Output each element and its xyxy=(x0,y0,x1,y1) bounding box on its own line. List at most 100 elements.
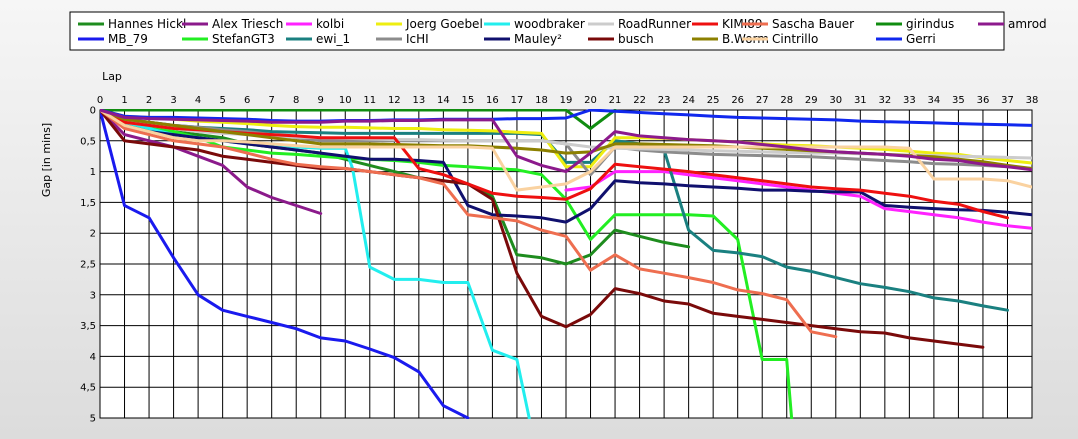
series-line-2 xyxy=(100,109,323,215)
x-tick-label: 24 xyxy=(682,95,695,106)
series-line-1 xyxy=(100,109,470,419)
x-tick-label: 19 xyxy=(560,95,573,106)
x-tick-label: 37 xyxy=(1001,95,1014,106)
x-tick-label: 32 xyxy=(878,95,891,106)
legend-label: woodbraker xyxy=(514,17,585,31)
x-tick-label: 2 xyxy=(146,95,152,106)
grid xyxy=(99,109,1033,419)
y-tick-label: 3,5 xyxy=(80,321,96,332)
legend-label: ewi_1 xyxy=(316,32,350,46)
x-tick-label: 25 xyxy=(707,95,720,106)
x-tick-label: 0 xyxy=(97,95,103,106)
legend-label: Joerg Goebel xyxy=(405,17,483,31)
legend-item-5: ewi_1 xyxy=(286,32,350,46)
y-tick-label: 2 xyxy=(90,229,96,240)
x-tick-label: 1 xyxy=(121,95,127,106)
x-tick-label: 10 xyxy=(339,95,352,106)
x-tick-label: 35 xyxy=(952,95,965,106)
y-tick-label: 1 xyxy=(90,167,96,178)
legend-item-2: Alex Triesch xyxy=(182,17,283,31)
x-tick-label: 31 xyxy=(854,95,867,106)
y-tick-label: 1,5 xyxy=(80,198,96,209)
y-tick-label: 5 xyxy=(90,414,96,425)
legend-label: girindus xyxy=(906,17,954,31)
x-tick-label: 11 xyxy=(363,95,376,106)
x-tick-label: 13 xyxy=(412,95,425,106)
x-tick-label: 7 xyxy=(268,95,274,106)
legend-item-3: StefanGT3 xyxy=(182,32,275,46)
x-tick-label: 28 xyxy=(780,95,793,106)
x-axis-ticks: 0 1 2 3 4 5 6 7 8 9 10 11 12 13 14 15 16 17 18 19 20 21 22 23 24… xyxy=(97,95,1039,106)
x-tick-label: 29 xyxy=(805,95,818,106)
legend-label: busch xyxy=(618,32,654,46)
legend-label: Gerri xyxy=(906,32,936,46)
legend-label: IcHI xyxy=(406,32,429,46)
x-tick-label: 5 xyxy=(219,95,225,106)
legend-label: Mauley² xyxy=(514,32,562,46)
x-tick-label: 6 xyxy=(244,95,250,106)
legend-item-1: MB_79 xyxy=(78,32,148,46)
legend-item-7: IcHI xyxy=(376,32,429,46)
series-line-14 xyxy=(100,109,838,339)
legend-item-9: Mauley² xyxy=(484,32,562,46)
legend-item-17: Gerri xyxy=(876,32,936,46)
x-tick-label: 27 xyxy=(756,95,769,106)
series-lines xyxy=(100,109,1032,419)
legend-label: RoadRunner xyxy=(618,17,691,31)
x-tick-label: 38 xyxy=(1026,95,1039,106)
x-tick-label: 21 xyxy=(609,95,622,106)
legend-item-15: Cintrillo xyxy=(742,32,818,46)
x-tick-label: 8 xyxy=(293,95,299,106)
x-tick-label: 9 xyxy=(318,95,324,106)
x-tick-label: 33 xyxy=(903,95,916,106)
y-axis-title: Gap [in mins] xyxy=(40,123,53,197)
y-tick-label: 4 xyxy=(90,352,96,363)
legend-label: Sascha Bauer xyxy=(772,17,854,31)
legend-frame xyxy=(69,11,1005,51)
x-tick-label: 17 xyxy=(511,95,524,106)
x-tick-label: 18 xyxy=(535,95,548,106)
x-tick-label: 22 xyxy=(633,95,646,106)
x-tick-label: 20 xyxy=(584,95,597,106)
legend-item-10: RoadRunner xyxy=(588,17,691,31)
y-tick-label: 0,5 xyxy=(80,136,96,147)
y-tick-label: 2,5 xyxy=(80,260,96,271)
legend-item-11: busch xyxy=(588,32,654,46)
legend-label: Cintrillo xyxy=(772,32,818,46)
x-tick-label: 14 xyxy=(437,95,450,106)
y-axis-ticks: 0 0,5 1 1,5 2 2,5 3 3,5 4 4,5 5 xyxy=(80,106,96,425)
legend-item-14: Sascha Bauer xyxy=(742,17,854,31)
x-tick-label: 4 xyxy=(195,95,201,106)
x-tick-label: 34 xyxy=(928,95,941,106)
y-tick-label: 0 xyxy=(90,106,96,117)
series-line-6 xyxy=(100,109,1032,169)
series-line-0 xyxy=(100,109,691,266)
legend-item-8: woodbraker xyxy=(484,17,585,31)
series-line-15 xyxy=(100,109,1032,192)
legend-item-18: amrod xyxy=(978,17,1047,31)
series-line-12 xyxy=(100,109,1009,220)
legend-item-16: girindus xyxy=(876,17,954,31)
series-line-18 xyxy=(100,109,1032,174)
legend-item-6: Joerg Goebel xyxy=(376,17,483,31)
series-line-16 xyxy=(100,109,617,130)
series-line-17 xyxy=(100,109,1032,127)
x-axis-title: Lap xyxy=(102,70,122,83)
x-tick-label: 36 xyxy=(977,95,990,106)
x-tick-label: 26 xyxy=(731,95,744,106)
legend-item-4: kolbi xyxy=(286,17,344,31)
y-tick-label: 3 xyxy=(90,290,96,301)
legend-label: amrod xyxy=(1008,17,1047,31)
legend-label: StefanGT3 xyxy=(212,32,275,46)
legend-label: kolbi xyxy=(316,17,344,31)
x-tick-label: 12 xyxy=(388,95,401,106)
legend-label: MB_79 xyxy=(108,32,148,46)
legend-label: Alex Triesch xyxy=(212,17,283,31)
y-tick-label: 4,5 xyxy=(80,383,96,394)
series-line-9 xyxy=(100,109,1032,224)
series-line-11 xyxy=(100,109,985,349)
legend-item-0: Hannes Hickl xyxy=(78,17,186,31)
x-tick-label: 16 xyxy=(486,95,499,106)
